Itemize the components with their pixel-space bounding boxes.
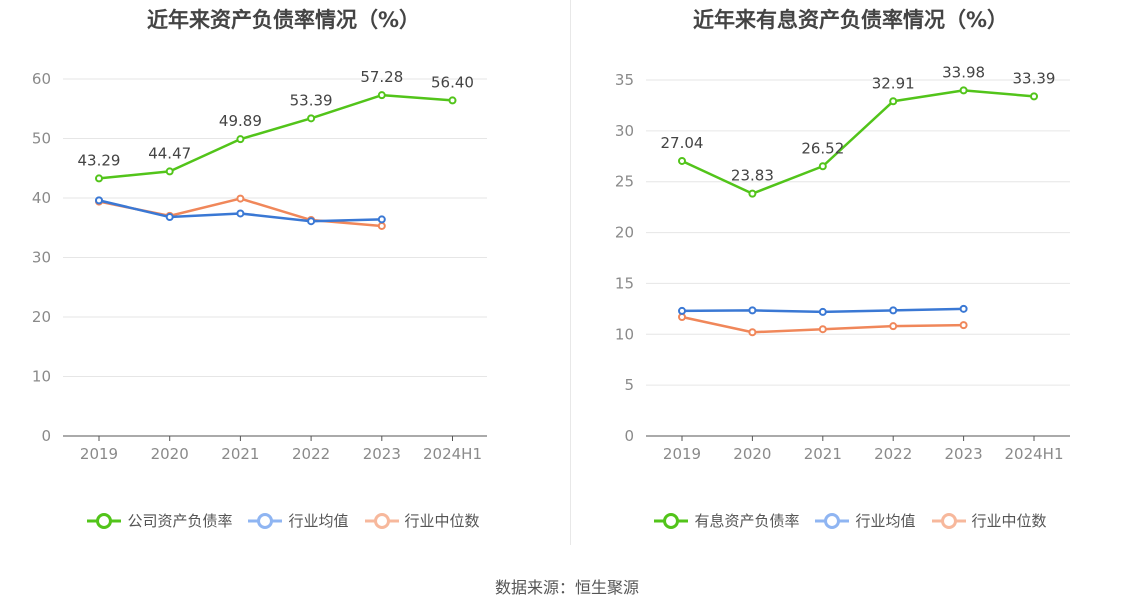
data-point bbox=[748, 328, 757, 337]
x-tick-label: 2019 bbox=[80, 445, 118, 463]
legend-swatch-industry-mean bbox=[248, 512, 283, 529]
data-point bbox=[889, 306, 898, 315]
data-point bbox=[448, 96, 457, 105]
x-tick-label: 2024H1 bbox=[423, 445, 482, 463]
data-point bbox=[959, 321, 968, 330]
data-point bbox=[678, 156, 686, 165]
data-label: 56.40 bbox=[431, 73, 474, 91]
panel-divider bbox=[570, 0, 571, 545]
series-line-0 bbox=[98, 93, 453, 180]
data-label: 23.83 bbox=[731, 167, 774, 185]
legend-label-company: 有息资产负债率 bbox=[694, 512, 800, 530]
data-point bbox=[889, 97, 898, 106]
legend-swatch-industry-median bbox=[931, 512, 966, 529]
data-label: 33.98 bbox=[942, 63, 985, 81]
y-tick-label: 20 bbox=[32, 308, 51, 326]
legend-item-industry-mean[interactable]: 行业均值 bbox=[248, 510, 349, 531]
legend-label-industry-mean: 行业均值 bbox=[288, 512, 349, 530]
legend-swatch-company bbox=[654, 512, 689, 529]
data-point bbox=[236, 209, 245, 218]
data-point bbox=[165, 213, 174, 222]
y-tick-label: 60 bbox=[32, 70, 51, 88]
legend-item-company[interactable]: 公司资产负债率 bbox=[87, 510, 232, 531]
legend: 公司资产负债率 行业均值 行业中位数 bbox=[0, 510, 567, 531]
data-point bbox=[818, 307, 827, 316]
chart-panel-interest-debt-ratio: 近年来有息资产负债率情况（%） 0 5 10 15 20 25 30 35 2019 2020 20… bbox=[567, 0, 1134, 560]
data-label: 33.39 bbox=[1013, 69, 1056, 87]
y-tick-label: 15 bbox=[615, 274, 634, 292]
y-tick-label: 0 bbox=[41, 427, 51, 445]
legend-swatch-industry-median bbox=[364, 512, 399, 529]
data-point bbox=[959, 86, 968, 95]
data-point bbox=[377, 221, 386, 230]
data-label: 57.28 bbox=[360, 68, 403, 86]
x-tick-label: 2022 bbox=[874, 445, 912, 463]
legend-swatch-industry-mean bbox=[815, 512, 850, 529]
x-tick-label: 2021 bbox=[804, 445, 842, 463]
data-point bbox=[678, 312, 686, 321]
chart-title: 近年来资产负债率情况（%） bbox=[146, 8, 421, 32]
data-point bbox=[818, 325, 827, 334]
data-point bbox=[95, 174, 103, 183]
data-point bbox=[959, 304, 968, 313]
data-point bbox=[748, 306, 757, 315]
data-point bbox=[889, 322, 898, 331]
data-label: 32.91 bbox=[872, 74, 915, 92]
y-tick-label: 50 bbox=[32, 130, 51, 148]
legend-label-company: 公司资产负债率 bbox=[127, 512, 233, 530]
chart-title: 近年来有息资产负债率情况（%） bbox=[692, 8, 1009, 32]
data-point bbox=[307, 217, 316, 226]
y-tick-label: 10 bbox=[615, 325, 634, 343]
y-tick-label: 0 bbox=[624, 427, 634, 445]
data-point bbox=[236, 135, 245, 144]
data-point bbox=[1030, 92, 1038, 101]
legend-item-company[interactable]: 有息资产负债率 bbox=[654, 510, 799, 531]
data-point bbox=[165, 167, 174, 176]
legend-label-industry-median: 行业中位数 bbox=[404, 512, 480, 530]
y-tick-label: 25 bbox=[615, 173, 634, 191]
legend-swatch-company bbox=[87, 512, 122, 529]
x-tick-label: 2024H1 bbox=[1005, 445, 1064, 463]
data-label: 49.89 bbox=[219, 112, 262, 130]
y-tick-label: 40 bbox=[32, 189, 51, 207]
y-tick-label: 5 bbox=[624, 376, 634, 394]
y-tick-label: 30 bbox=[32, 249, 51, 267]
y-tick-label: 35 bbox=[615, 71, 634, 89]
x-tick-label: 2020 bbox=[733, 445, 771, 463]
x-tick-label: 2023 bbox=[363, 445, 401, 463]
data-point bbox=[678, 306, 686, 315]
data-label: 26.52 bbox=[801, 139, 844, 157]
series-line-0 bbox=[681, 89, 1035, 195]
data-point bbox=[377, 91, 386, 100]
line-chart-interest-debt-ratio: 0 5 10 15 20 25 30 35 2019 2020 2021 2022 2023 2024H1… bbox=[615, 63, 1070, 463]
legend-label-industry-mean: 行业均值 bbox=[855, 512, 916, 530]
data-point bbox=[818, 162, 827, 171]
x-tick-label: 2023 bbox=[945, 445, 983, 463]
y-tick-label: 10 bbox=[32, 368, 51, 386]
x-tick-label: 2022 bbox=[292, 445, 330, 463]
legend-label-industry-median: 行业中位数 bbox=[971, 512, 1047, 530]
y-tick-label: 30 bbox=[615, 122, 634, 140]
data-point bbox=[377, 215, 386, 224]
data-source-note: 数据来源：恒生聚源 bbox=[494, 578, 639, 597]
x-tick-label: 2019 bbox=[663, 445, 701, 463]
data-point bbox=[95, 196, 103, 205]
line-chart-debt-ratio: 0 10 20 30 40 50 60 2019 2020 2021 2022 2023 2024H1 4… bbox=[32, 68, 487, 463]
x-tick-label: 2021 bbox=[221, 445, 259, 463]
legend-item-industry-median[interactable]: 行业中位数 bbox=[931, 510, 1047, 531]
legend-item-industry-mean[interactable]: 行业均值 bbox=[815, 510, 916, 531]
y-tick-label: 20 bbox=[615, 224, 634, 242]
data-label: 27.04 bbox=[661, 134, 704, 152]
data-label: 53.39 bbox=[290, 91, 333, 109]
data-label: 44.47 bbox=[148, 144, 191, 162]
data-point bbox=[307, 114, 316, 123]
x-tick-label: 2020 bbox=[151, 445, 189, 463]
legend: 有息资产负债率 行业均值 行业中位数 bbox=[567, 510, 1134, 531]
data-label: 43.29 bbox=[78, 151, 121, 169]
data-point bbox=[748, 189, 757, 198]
data-point bbox=[236, 194, 245, 203]
chart-panel-debt-ratio: 近年来资产负债率情况（%） 0 10 20 30 40 50 60 2019 2020 2021 2… bbox=[0, 0, 567, 560]
legend-item-industry-median[interactable]: 行业中位数 bbox=[364, 510, 480, 531]
